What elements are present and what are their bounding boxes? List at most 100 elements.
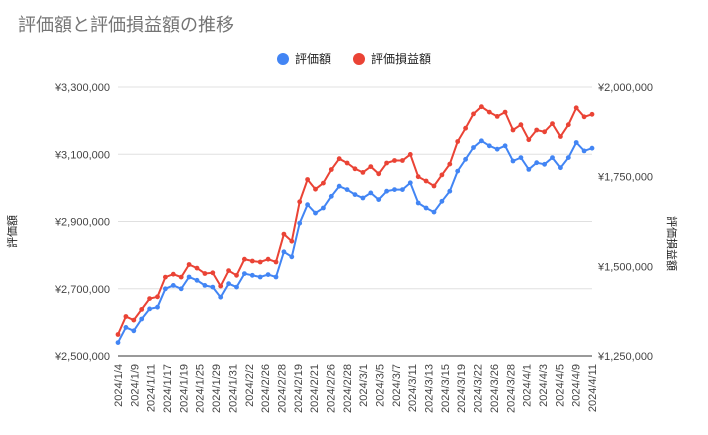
data-point-series-1 xyxy=(170,271,176,277)
y-right-tick-label: ¥1,500,000 xyxy=(597,261,653,273)
legend-item-left-series[interactable]: 評価額 xyxy=(276,50,331,67)
data-point-series-0 xyxy=(502,143,508,149)
data-point-series-1 xyxy=(534,127,540,133)
data-point-series-0 xyxy=(558,165,563,171)
data-point-series-1 xyxy=(249,258,255,264)
y-right-tick-label: ¥1,250,000 xyxy=(597,351,653,363)
legend-label-right-series: 評価損益額 xyxy=(371,52,432,66)
data-point-series-1 xyxy=(289,238,295,244)
x-tick-label: 2024/3/5 xyxy=(375,364,387,407)
x-tick-label: 2024/1/25 xyxy=(195,364,207,413)
x-tick-label: 2024/2/26 xyxy=(326,364,338,413)
data-point-series-0 xyxy=(463,156,468,162)
legend-marker-right-series xyxy=(353,52,365,65)
legend-label-left-series: 評価額 xyxy=(294,52,331,66)
data-point-series-1 xyxy=(565,122,571,128)
data-point-series-1 xyxy=(502,109,508,115)
data-point-series-0 xyxy=(115,340,121,345)
data-point-series-1 xyxy=(178,274,184,280)
data-point-series-1 xyxy=(139,307,145,312)
data-point-series-0 xyxy=(257,274,263,280)
x-tick-label: 2024/4/11 xyxy=(587,364,599,412)
x-tick-label: 2024/4/1 xyxy=(522,364,534,407)
data-point-series-0 xyxy=(407,180,413,186)
data-point-series-1 xyxy=(384,160,389,166)
data-point-series-1 xyxy=(550,121,555,126)
data-point-series-0 xyxy=(186,274,192,280)
x-tick-label: 2024/4/9 xyxy=(571,364,583,407)
data-point-series-1 xyxy=(328,167,334,172)
data-point-series-0 xyxy=(265,272,271,277)
data-point-series-1 xyxy=(305,177,310,182)
data-point-series-0 xyxy=(289,254,295,260)
data-point-series-0 xyxy=(139,316,145,322)
x-tick-label: 2024/3/1 xyxy=(358,364,370,407)
data-point-series-0 xyxy=(573,140,579,145)
x-tick-label: 2024/3/22 xyxy=(473,364,485,413)
data-point-series-0 xyxy=(210,284,216,290)
data-point-series-0 xyxy=(131,328,137,334)
data-point-series-1 xyxy=(336,156,342,162)
data-point-series-0 xyxy=(344,187,350,193)
data-point-series-1 xyxy=(368,164,374,170)
data-point-series-1 xyxy=(297,199,303,205)
x-tick-label: 2024/2/21 xyxy=(309,364,321,413)
data-point-series-1 xyxy=(194,265,200,271)
data-point-series-1 xyxy=(447,161,453,167)
data-point-series-0 xyxy=(273,274,279,280)
legend-item-right-series[interactable]: 評価損益額 xyxy=(353,50,431,67)
data-point-series-0 xyxy=(415,200,421,206)
data-point-series-1 xyxy=(581,114,587,120)
data-point-series-1 xyxy=(526,137,532,143)
y-left-tick-label: ¥3,300,000 xyxy=(54,82,110,94)
data-point-series-0 xyxy=(376,197,382,203)
data-point-series-1 xyxy=(400,158,405,163)
y-left-tick-label: ¥2,500,000 xyxy=(54,351,110,363)
data-point-series-1 xyxy=(479,104,484,110)
data-point-series-1 xyxy=(510,127,516,133)
data-point-series-0 xyxy=(155,304,160,310)
data-point-series-1 xyxy=(518,122,524,128)
data-point-series-0 xyxy=(455,168,461,174)
data-point-series-0 xyxy=(281,249,287,255)
data-point-series-0 xyxy=(123,325,129,330)
x-tick-label: 2024/2/19 xyxy=(293,364,305,413)
x-tick-label: 2024/1/29 xyxy=(211,364,223,413)
data-point-series-1 xyxy=(407,152,413,157)
data-point-series-0 xyxy=(305,202,310,208)
data-point-series-0 xyxy=(242,271,247,276)
data-point-series-1 xyxy=(423,178,429,184)
data-point-series-0 xyxy=(494,146,500,152)
data-point-series-0 xyxy=(526,167,532,172)
x-tick-label: 2024/3/19 xyxy=(456,364,468,413)
data-point-series-0 xyxy=(447,188,453,194)
data-point-series-1 xyxy=(344,160,350,166)
x-tick-label: 2024/2/26 xyxy=(260,364,272,413)
data-point-series-0 xyxy=(218,294,224,300)
data-point-series-0 xyxy=(328,193,334,199)
data-point-series-0 xyxy=(479,138,484,144)
data-point-series-1 xyxy=(431,183,437,189)
x-tick-label: 2024/1/9 xyxy=(129,364,141,407)
data-point-series-0 xyxy=(163,286,168,292)
data-point-series-0 xyxy=(534,160,540,166)
data-point-series-0 xyxy=(423,205,429,211)
data-point-series-1 xyxy=(257,259,263,265)
y-left-tick-label: ¥3,100,000 xyxy=(54,149,110,161)
x-tick-label: 2024/3/11 xyxy=(407,364,419,412)
data-point-series-0 xyxy=(486,143,492,149)
data-point-series-1 xyxy=(131,317,137,323)
data-point-series-1 xyxy=(147,296,153,301)
data-point-series-1 xyxy=(471,111,476,117)
data-point-series-1 xyxy=(273,259,279,265)
data-point-series-0 xyxy=(400,187,405,193)
x-tick-label: 2024/3/28 xyxy=(505,364,517,413)
data-point-series-0 xyxy=(510,158,516,164)
x-tick-label: 2024/2/28 xyxy=(276,364,288,413)
data-point-series-1 xyxy=(226,268,232,273)
data-point-series-0 xyxy=(234,284,239,290)
y-left-tick-label: ¥2,900,000 xyxy=(54,217,110,229)
chart-title: 評価額と評価損益額の推移 xyxy=(18,15,234,36)
data-point-series-1 xyxy=(455,139,461,144)
data-point-series-0 xyxy=(471,145,476,150)
